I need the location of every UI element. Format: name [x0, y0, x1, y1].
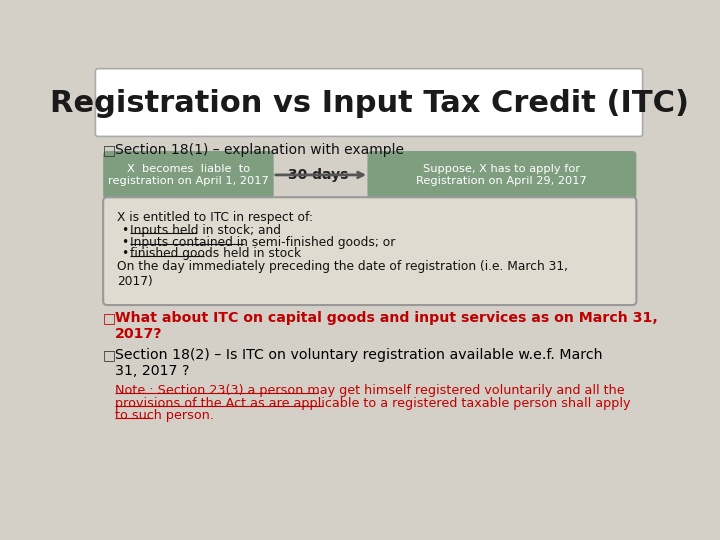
Text: 30 days: 30 days — [289, 168, 348, 182]
Text: □: □ — [102, 311, 115, 325]
Text: Inputs held in stock; and: Inputs held in stock; and — [130, 224, 282, 237]
Text: □: □ — [102, 348, 115, 362]
Text: finished goods held in stock: finished goods held in stock — [130, 247, 302, 260]
Text: X  becomes  liable  to
registration on April 1, 2017: X becomes liable to registration on Apri… — [108, 164, 269, 186]
Text: to such person.: to such person. — [114, 409, 214, 422]
Text: Suppose, X has to apply for
Registration on April 29, 2017: Suppose, X has to apply for Registration… — [416, 164, 587, 186]
Text: What about ITC on capital goods and input services as on March 31,
2017?: What about ITC on capital goods and inpu… — [114, 311, 657, 341]
Text: Note : Section 23(3) a person may get himself registered voluntarily and all the: Note : Section 23(3) a person may get hi… — [114, 384, 624, 397]
Text: provisions of the Act as are applicable to a registered taxable person shall app: provisions of the Act as are applicable … — [114, 397, 630, 410]
FancyBboxPatch shape — [103, 151, 274, 199]
Text: □: □ — [102, 143, 115, 157]
FancyBboxPatch shape — [96, 69, 642, 137]
Text: •: • — [121, 236, 128, 249]
FancyBboxPatch shape — [103, 197, 636, 305]
Text: Section 18(1) – explanation with example: Section 18(1) – explanation with example — [114, 143, 404, 157]
Text: Registration vs Input Tax Credit (ITC): Registration vs Input Tax Credit (ITC) — [50, 89, 688, 118]
Text: On the day immediately preceding the date of registration (i.e. March 31,
2017): On the day immediately preceding the dat… — [117, 260, 568, 288]
Text: •: • — [121, 247, 128, 260]
Text: Inputs contained in semi-finished goods; or: Inputs contained in semi-finished goods;… — [130, 236, 396, 249]
Text: Section 18(2) – Is ITC on voluntary registration available w.e.f. March
31, 2017: Section 18(2) – Is ITC on voluntary regi… — [114, 348, 603, 379]
Text: •: • — [121, 224, 128, 237]
Text: X is entitled to ITC in respect of:: X is entitled to ITC in respect of: — [117, 211, 313, 224]
FancyBboxPatch shape — [367, 151, 636, 199]
